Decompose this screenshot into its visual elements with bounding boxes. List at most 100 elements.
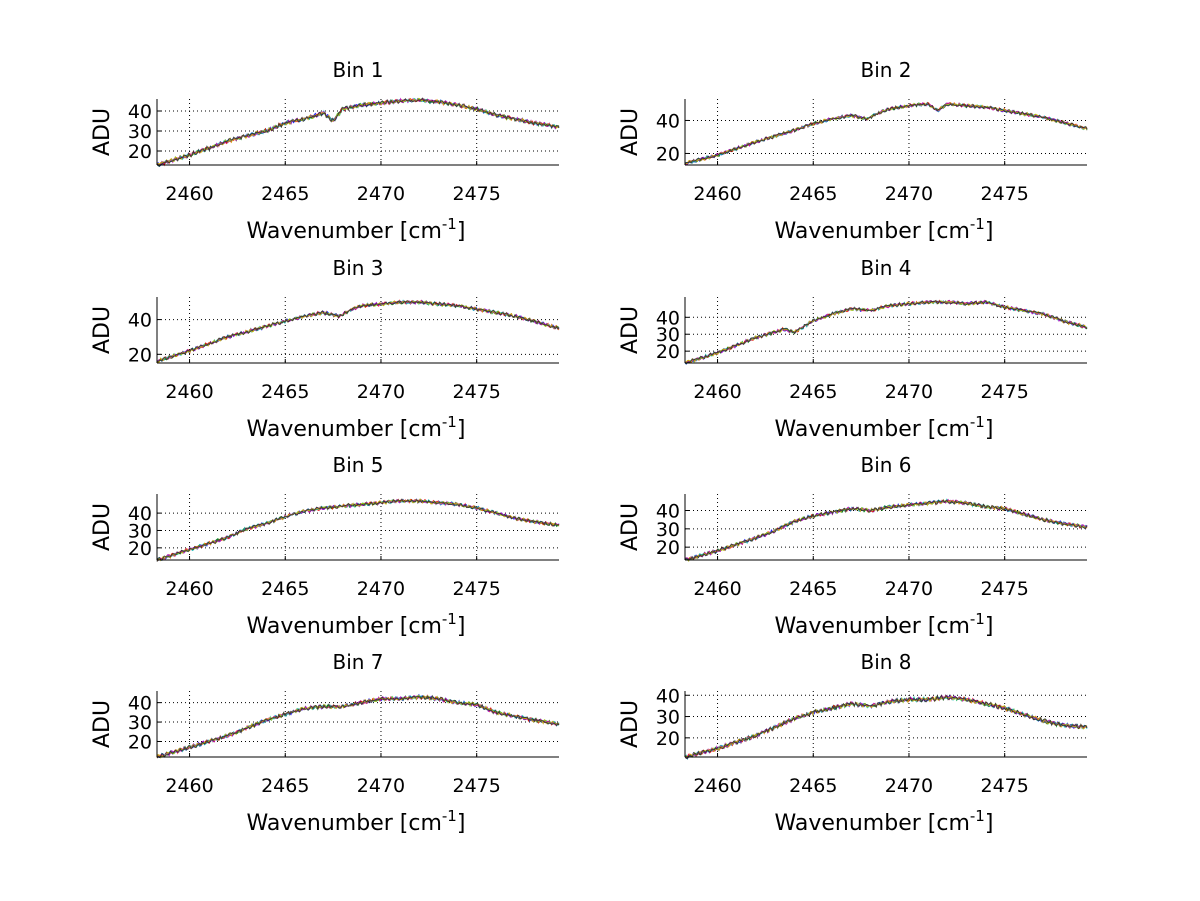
- x-axis-label: Wavenumber [cm-1]: [247, 215, 466, 244]
- x-axis-label: Wavenumber [cm-1]: [775, 413, 994, 442]
- x-tick-label: 2460: [165, 183, 213, 205]
- x-axis-label-text: Wavenumber [cm: [247, 811, 442, 836]
- y-tick-label: 40: [128, 503, 152, 525]
- x-axis-label-end: ]: [457, 614, 466, 639]
- x-tick-label: 2470: [885, 381, 933, 403]
- x-tick-label: 2475: [453, 183, 501, 205]
- x-axis-label-superscript: -1: [442, 413, 457, 431]
- y-tick-label: 30: [128, 712, 152, 734]
- y-tick-label: 40: [656, 501, 680, 523]
- x-tick-label: 2470: [357, 381, 405, 403]
- x-axis-label-text: Wavenumber [cm: [247, 219, 442, 244]
- y-axis-label: ADU: [90, 503, 115, 551]
- x-tick-label: 2470: [885, 775, 933, 797]
- spectrum-series-6: [156, 300, 560, 364]
- spectrum-series-7: [684, 299, 1088, 365]
- x-axis-label: Wavenumber [cm-1]: [247, 807, 466, 836]
- spectrum-series-6: [684, 498, 1088, 562]
- y-axis-label: ADU: [90, 306, 115, 354]
- x-tick-label: 2475: [981, 775, 1029, 797]
- subplot-title: Bin 1: [332, 58, 383, 82]
- x-tick-label: 2460: [165, 381, 213, 403]
- y-tick-label: 40: [128, 101, 152, 123]
- y-tick-label: 30: [656, 707, 680, 729]
- x-tick-label: 2470: [885, 578, 933, 600]
- subplot-title: Bin 3: [332, 256, 383, 280]
- x-axis-label-text: Wavenumber [cm: [247, 614, 442, 639]
- x-tick-label: 2465: [261, 578, 309, 600]
- x-axis-label: Wavenumber [cm-1]: [775, 807, 994, 836]
- x-axis-label-end: ]: [985, 811, 994, 836]
- x-axis-label-superscript: -1: [970, 610, 985, 628]
- y-tick-label: 40: [128, 693, 152, 715]
- x-tick-label: 2460: [693, 578, 741, 600]
- x-axis-label: Wavenumber [cm-1]: [247, 610, 466, 639]
- subplot-bin-2: 2460 2465 2470 2475 20 40 Bin 2 ADU Wavenumber […: [618, 58, 1088, 244]
- y-axis-label: ADU: [618, 503, 643, 551]
- x-tick-label: 2470: [357, 578, 405, 600]
- spectrum-series-7: [156, 498, 560, 562]
- y-tick-label: 20: [128, 538, 152, 560]
- y-axis-label: ADU: [618, 700, 643, 748]
- y-tick-label: 40: [128, 310, 152, 332]
- y-tick-label: 40: [656, 307, 680, 329]
- x-axis-label: Wavenumber [cm-1]: [775, 215, 994, 244]
- x-axis-label-superscript: -1: [442, 610, 457, 628]
- subplot-title: Bin 6: [860, 453, 911, 477]
- subplot-title: Bin 4: [860, 256, 911, 280]
- x-axis-label-end: ]: [985, 614, 994, 639]
- x-tick-label: 2460: [165, 775, 213, 797]
- x-axis-label-superscript: -1: [970, 413, 985, 431]
- spectrum-series-5: [684, 102, 1088, 165]
- x-tick-label: 2460: [693, 775, 741, 797]
- x-tick-label: 2475: [981, 578, 1029, 600]
- y-tick-label: 20: [128, 344, 152, 366]
- x-tick-label: 2460: [165, 578, 213, 600]
- x-axis-label-text: Wavenumber [cm: [247, 417, 442, 442]
- y-axis-label: ADU: [90, 700, 115, 748]
- x-tick-label: 2460: [693, 183, 741, 205]
- x-axis-label-end: ]: [457, 811, 466, 836]
- y-tick-label: 20: [656, 728, 680, 750]
- x-tick-label: 2470: [357, 183, 405, 205]
- x-axis-label-end: ]: [457, 219, 466, 244]
- spectrum-series-7: [156, 694, 560, 759]
- x-axis-label-end: ]: [457, 417, 466, 442]
- x-tick-label: 2465: [789, 381, 837, 403]
- x-axis-label-superscript: -1: [442, 215, 457, 233]
- x-axis-label-end: ]: [985, 417, 994, 442]
- y-tick-label: 20: [656, 143, 680, 165]
- x-axis-label-superscript: -1: [442, 807, 457, 825]
- x-tick-label: 2475: [981, 381, 1029, 403]
- x-tick-label: 2465: [261, 775, 309, 797]
- x-tick-label: 2465: [261, 183, 309, 205]
- y-tick-label: 20: [128, 731, 152, 753]
- x-axis-label-text: Wavenumber [cm: [775, 219, 970, 244]
- x-axis-label-superscript: -1: [970, 215, 985, 233]
- x-axis-label: Wavenumber [cm-1]: [775, 610, 994, 639]
- y-tick-label: 30: [656, 324, 680, 346]
- x-tick-label: 2475: [453, 775, 501, 797]
- y-tick-label: 30: [128, 121, 152, 143]
- x-tick-label: 2475: [453, 578, 501, 600]
- x-axis-label-superscript: -1: [970, 807, 985, 825]
- x-tick-label: 2475: [453, 381, 501, 403]
- y-tick-label: 20: [656, 341, 680, 363]
- x-axis-label-text: Wavenumber [cm: [775, 417, 970, 442]
- x-axis-label-text: Wavenumber [cm: [775, 811, 970, 836]
- y-tick-label: 40: [656, 110, 680, 132]
- y-tick-label: 20: [656, 537, 680, 559]
- y-tick-label: 30: [128, 520, 152, 542]
- spectrum-series-7: [684, 694, 1088, 760]
- spectrum-series-6: [156, 694, 560, 759]
- spectrum-series-6: [156, 497, 560, 562]
- spectrum-series-7: [684, 102, 1088, 165]
- subplot-title: Bin 5: [332, 453, 383, 477]
- y-axis-label: ADU: [618, 306, 643, 354]
- subplot-title: Bin 7: [332, 650, 383, 674]
- y-tick-label: 40: [656, 685, 680, 707]
